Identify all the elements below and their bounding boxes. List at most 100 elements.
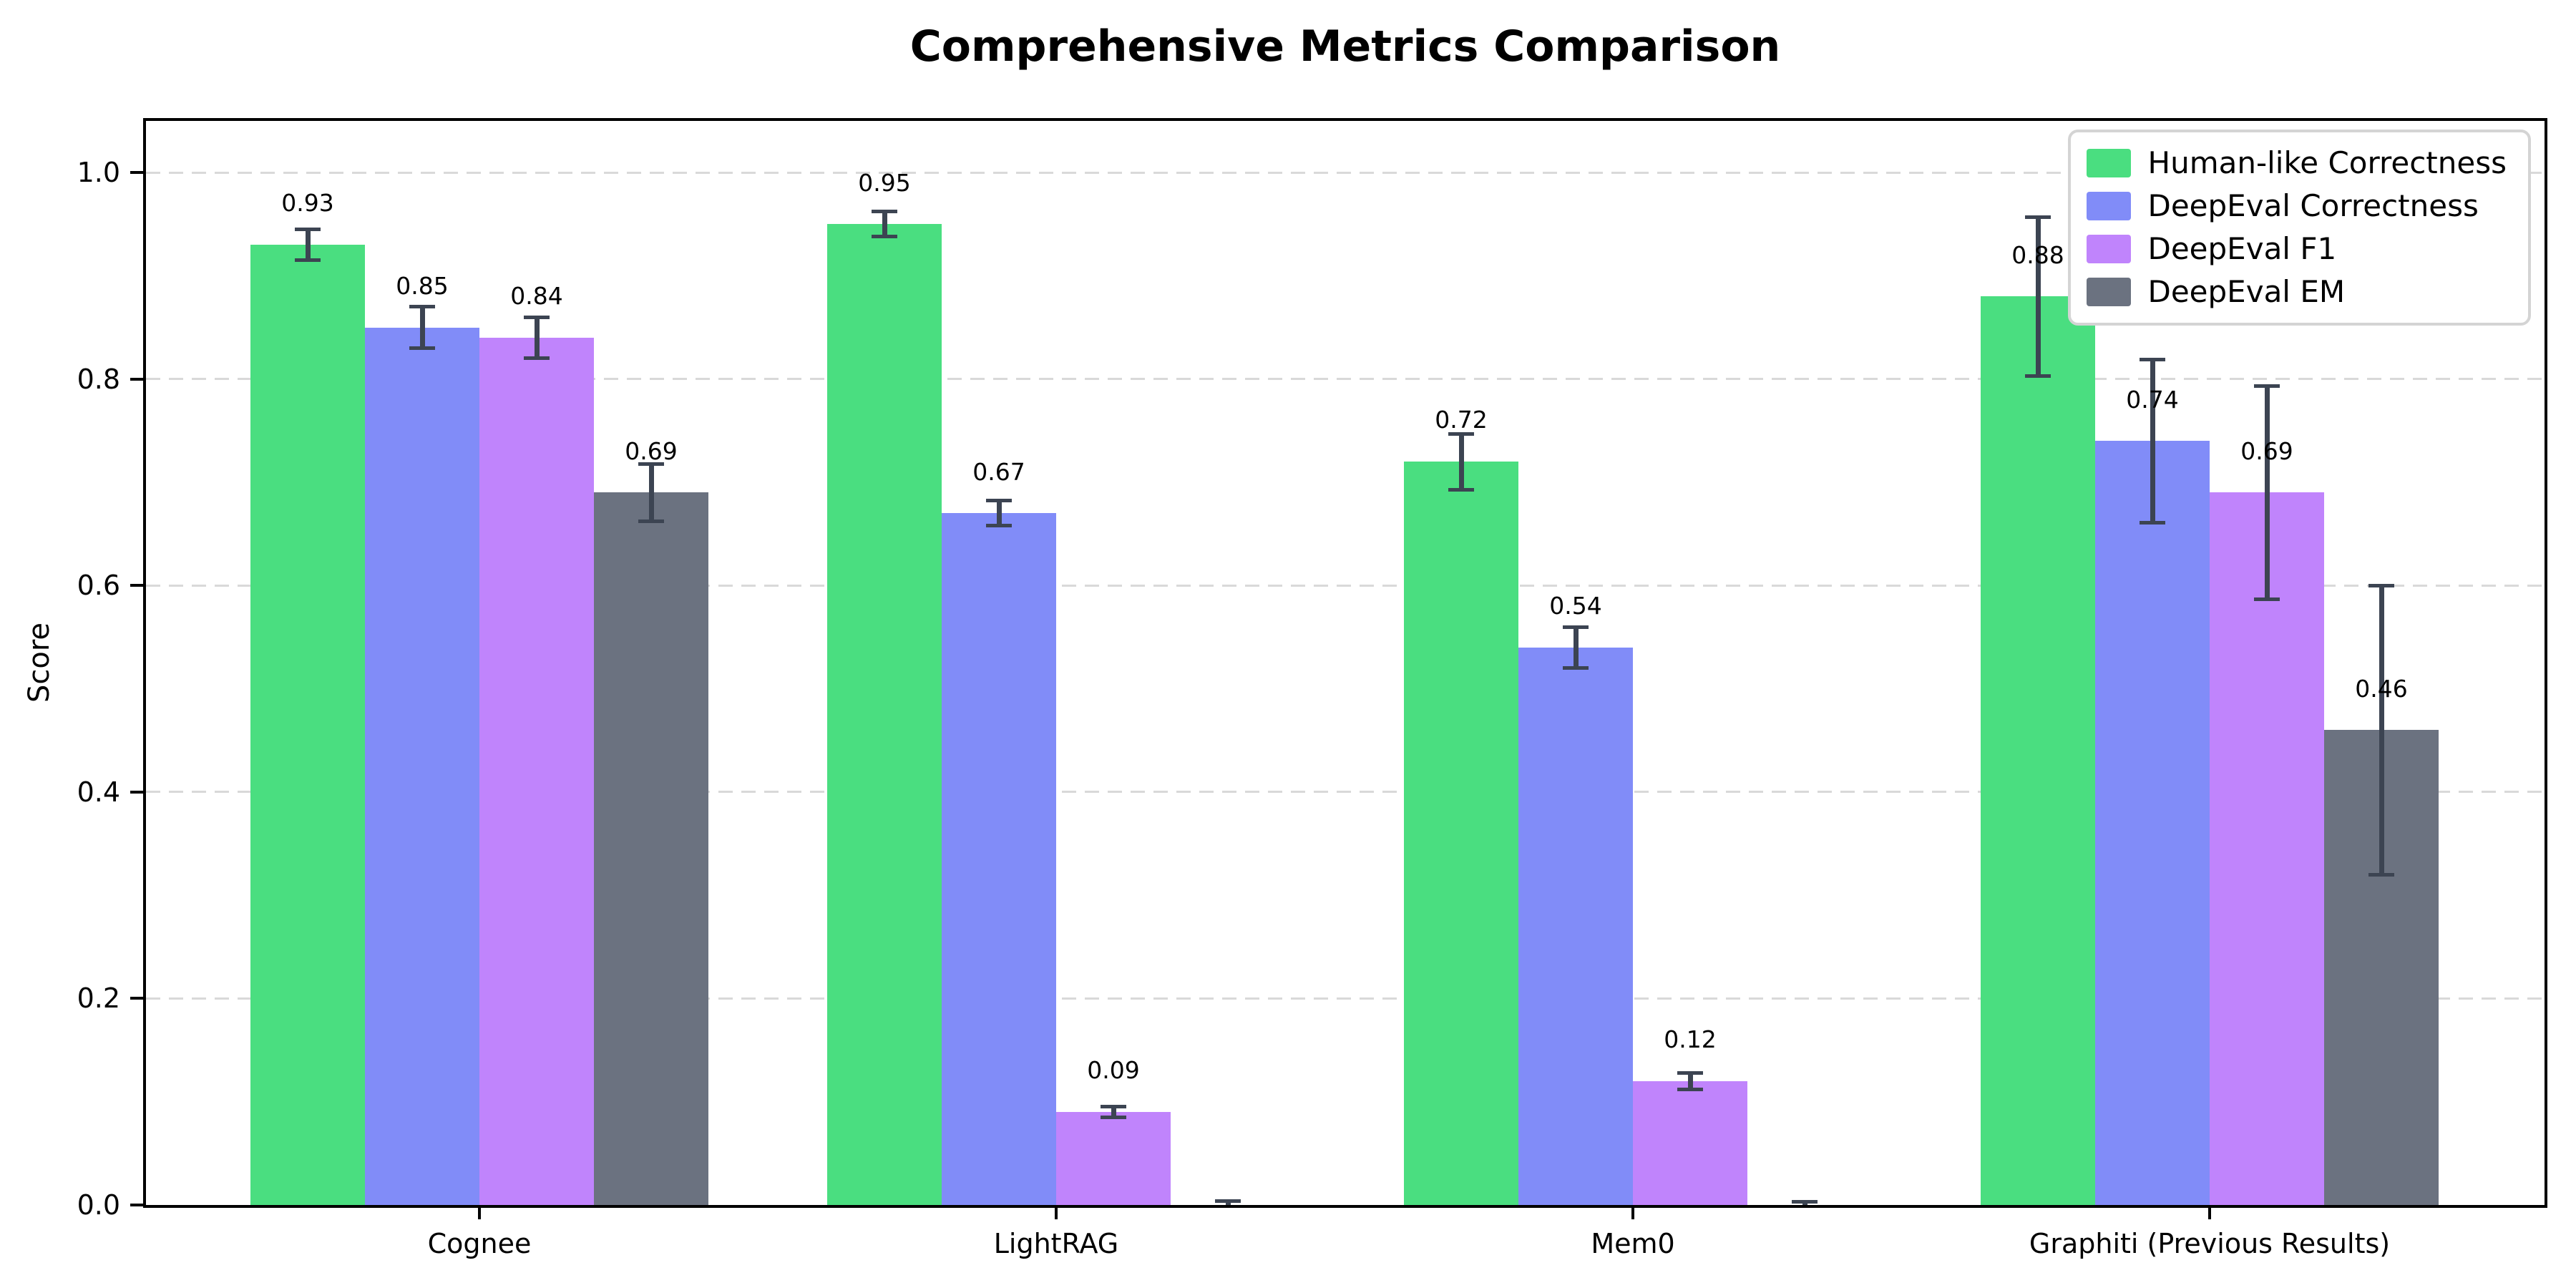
y-tick-label-1.0: 1.0 <box>77 157 120 189</box>
error-bar-cap-top <box>295 228 321 231</box>
error-bar-cap-top <box>1792 1200 1818 1204</box>
x-tick-mark-1 <box>1055 1208 1058 1219</box>
error-bar-cap-bottom <box>1448 487 1474 492</box>
legend-row-1: DeepEval Correctness <box>2086 187 2507 225</box>
legend-row-2: DeepEval F1 <box>2086 230 2507 268</box>
error-bar-line <box>1111 1106 1116 1118</box>
error-bar-cap-top <box>2254 384 2280 389</box>
error-bar-line <box>534 317 540 358</box>
error-bar-cap-bottom <box>1563 666 1589 670</box>
bar-value-label: 0.93 <box>281 189 334 218</box>
error-bar-cap-top <box>2140 357 2165 361</box>
error-bar-cap-top <box>1563 625 1589 629</box>
plot-clip-region: 0.93 0.95 0.72 0.88 0.85 0.67 0.54 0.74 0.84 0.09… <box>146 121 2545 1205</box>
error-bar-cap-bottom <box>638 519 664 524</box>
bar-human-like-correctness-0 <box>250 245 365 1205</box>
error-bar-line <box>1458 434 1464 490</box>
error-bar-line <box>419 306 425 348</box>
error-bar-cap-bottom <box>409 346 435 350</box>
error-bar-cap-top <box>1215 1199 1241 1203</box>
error-bar-cap-bottom <box>2025 374 2051 378</box>
bar-value-label: 0.84 <box>510 282 563 311</box>
bar-deepeval-f1-1 <box>1056 1112 1171 1205</box>
bar-human-like-correctness-2 <box>1404 462 1518 1205</box>
error-bar-cap-top <box>2025 215 2051 219</box>
legend: Human-like Correctness DeepEval Correctne… <box>2067 130 2531 326</box>
error-bar-cap-top <box>1101 1105 1126 1109</box>
error-bar-cap-bottom <box>986 524 1012 528</box>
bar-deepeval-em-0 <box>594 492 708 1205</box>
gridline-y-0.2 <box>146 997 2545 1000</box>
bar-deepeval-correctness-2 <box>1518 647 1633 1205</box>
gridline-y-1.0 <box>146 171 2545 174</box>
error-bar-cap-bottom <box>1677 1087 1703 1091</box>
error-bar-cap-bottom <box>872 235 897 239</box>
x-tick-label-3: Graphiti (Previous Results) <box>2029 1228 2391 1259</box>
bar-deepeval-correctness-1 <box>942 513 1056 1205</box>
x-tick-label-2: Mem0 <box>1591 1228 1675 1259</box>
y-tick-mark-0.4 <box>130 790 143 794</box>
x-tick-mark-0 <box>478 1208 481 1219</box>
error-bar-line <box>648 464 654 522</box>
legend-swatch-1 <box>2086 192 2131 220</box>
bar-deepeval-correctness-0 <box>365 327 479 1205</box>
error-bar-cap-top <box>638 462 664 466</box>
bar-value-label: 0.12 <box>1664 1025 1717 1054</box>
bar-value-label: 0.72 <box>1435 406 1488 434</box>
bar-value-label: 0.74 <box>2126 385 2179 414</box>
error-bar-cap-top <box>986 499 1012 503</box>
error-bar-cap-top <box>872 210 897 214</box>
error-bar-cap-bottom <box>295 258 321 263</box>
bar-value-label: 0.46 <box>2355 674 2408 703</box>
error-bar-cap-bottom <box>2140 520 2165 525</box>
bar-value-label: 0.85 <box>396 271 449 300</box>
bar-deepeval-f1-2 <box>1633 1080 1747 1205</box>
legend-label-0: Human-like Correctness <box>2147 145 2507 180</box>
error-bar-line <box>1687 1073 1693 1090</box>
bar-value-label: 0.09 <box>1087 1056 1140 1085</box>
error-bar-line <box>305 229 311 260</box>
error-bar-line <box>882 211 887 237</box>
bar-value-label: 0.88 <box>2011 240 2064 269</box>
legend-label-2: DeepEval F1 <box>2147 231 2337 266</box>
error-bar-cap-bottom <box>2254 597 2280 601</box>
error-bar-cap-bottom <box>524 356 550 361</box>
error-bar-cap-bottom <box>1101 1115 1126 1119</box>
gridline-y-0.4 <box>146 791 2545 794</box>
y-tick-mark-0.0 <box>130 1204 143 1206</box>
legend-label-3: DeepEval EM <box>2147 274 2346 309</box>
y-tick-mark-1.0 <box>130 171 143 175</box>
error-bar-line <box>2264 386 2270 600</box>
y-tick-label-0.4: 0.4 <box>77 776 120 808</box>
error-bar-cap-top <box>524 315 550 319</box>
y-tick-mark-0.8 <box>130 377 143 381</box>
bar-value-label: 0.69 <box>625 436 678 465</box>
y-tick-label-0.0: 0.0 <box>77 1189 120 1221</box>
legend-row-0: Human-like Correctness <box>2086 144 2507 182</box>
error-bar-cap-top <box>1448 431 1474 436</box>
error-bar-line <box>1573 627 1579 668</box>
legend-label-1: DeepEval Correctness <box>2147 188 2479 223</box>
y-tick-mark-0.6 <box>130 584 143 587</box>
x-tick-mark-3 <box>2208 1208 2211 1219</box>
bar-deepeval-correctness-3 <box>2095 441 2210 1205</box>
y-tick-label-0.6: 0.6 <box>77 570 120 602</box>
x-tick-label-0: Cognee <box>427 1228 532 1259</box>
bar-value-label: 0.67 <box>972 457 1025 486</box>
bar-value-label: 0.95 <box>858 168 911 197</box>
legend-row-3: DeepEval EM <box>2086 273 2507 311</box>
error-bar-cap-bottom <box>2368 872 2394 877</box>
legend-swatch-3 <box>2086 278 2131 306</box>
error-bar-cap-top <box>1677 1070 1703 1075</box>
y-tick-mark-0.2 <box>130 997 143 1000</box>
x-tick-label-1: LightRAG <box>993 1228 1119 1259</box>
gridline-y-0.8 <box>146 378 2545 381</box>
error-bar-line <box>2035 217 2041 376</box>
error-bar-cap-top <box>409 305 435 309</box>
bar-human-like-correctness-1 <box>827 224 942 1205</box>
bar-value-label: 0.69 <box>2240 436 2293 465</box>
bar-deepeval-f1-0 <box>479 338 594 1205</box>
error-bar-line <box>2379 585 2384 875</box>
y-tick-label-0.8: 0.8 <box>77 363 120 395</box>
chart-title: Comprehensive Metrics Comparison <box>909 21 1781 72</box>
